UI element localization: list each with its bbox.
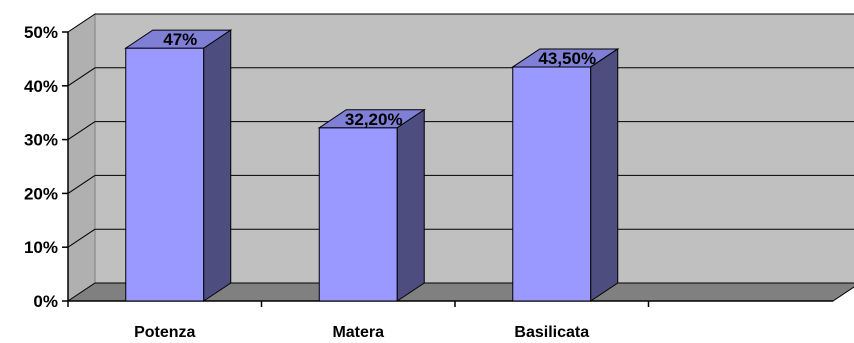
data-labels: 47% 32,20% 43,50%: [163, 30, 596, 129]
bar-side: [590, 48, 619, 302]
y-tick-label: 10%: [24, 238, 58, 257]
bar-matera: [318, 127, 398, 302]
bars: [124, 29, 620, 302]
bar-side: [203, 29, 232, 302]
gridline-side: [67, 67, 96, 87]
x-tick-label: Potenza: [134, 324, 195, 341]
gridline-side: [67, 228, 96, 248]
y-tick-label: 40%: [24, 77, 58, 96]
y-tick-label: 0%: [33, 292, 58, 311]
y-tick-label: 20%: [24, 184, 58, 203]
x-tick-label: Matera: [332, 324, 384, 341]
bar-basilicata: [512, 66, 592, 302]
data-label: 47%: [163, 30, 197, 49]
data-label: 43,50%: [538, 49, 596, 68]
gridline-side: [67, 121, 96, 141]
bar-side: [396, 108, 425, 302]
data-label: 32,20%: [345, 110, 403, 129]
side-wall: [67, 13, 96, 302]
x-tick-label: Basilicata: [514, 324, 589, 341]
y-tick-label: 50%: [24, 23, 58, 42]
bar-potenza: [125, 47, 205, 302]
gridline-side: [67, 174, 96, 194]
gridline-side: [67, 13, 96, 33]
y-tick-label: 30%: [24, 131, 58, 150]
